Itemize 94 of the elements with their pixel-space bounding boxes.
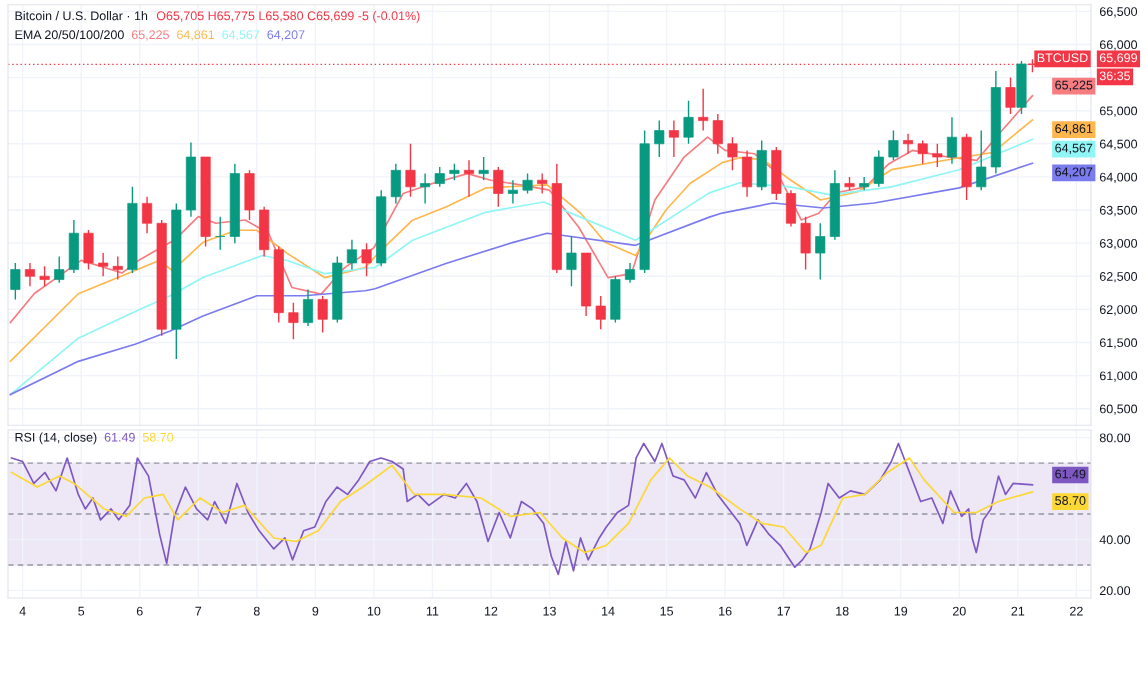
candlestick (303, 288, 314, 327)
annotation: O65,705 H65,775 L65,580 C65,699 -5 (-0.01%) (156, 11, 420, 23)
candlestick (478, 156, 489, 181)
candlestick (98, 252, 109, 277)
candlestick (522, 172, 533, 195)
y-tick-label: 80.00 (1099, 433, 1131, 443)
x-tick-label: 17 (777, 606, 790, 616)
x-tick-label: 22 (1070, 606, 1083, 616)
candlestick (917, 139, 928, 165)
candlestick (859, 176, 870, 191)
candlestick (566, 235, 577, 287)
x-tick-label: 10 (367, 606, 381, 616)
annotation: 64,567 (1055, 143, 1093, 154)
annotation: 64,567 (222, 30, 260, 41)
annotation: 65,225 (1055, 80, 1093, 91)
y-tick-label: 65,000 (1099, 106, 1138, 117)
annotation: 61.49 (1055, 469, 1086, 479)
candlestick (654, 119, 665, 158)
y-tick-label: 63,500 (1099, 205, 1138, 217)
candlestick (698, 88, 709, 132)
x-tick-label: 13 (543, 606, 556, 616)
x-tick-label: 8 (253, 606, 260, 616)
y-tick-label: 60,500 (1099, 404, 1138, 415)
x-tick-label: 11 (426, 606, 439, 616)
candlestick (112, 255, 123, 281)
y-tick-label: 63,000 (1099, 238, 1138, 250)
candlestick (888, 129, 899, 162)
x-tick-label: 19 (894, 606, 908, 616)
y-tick-label: 62,000 (1099, 305, 1138, 316)
y-tick-label: 61,500 (1099, 338, 1138, 349)
annotation: 65,225 (131, 30, 169, 41)
candlestick (507, 179, 518, 205)
ref-line-label: 65,699 (1099, 53, 1137, 64)
y-tick-label: 64,000 (1099, 172, 1138, 184)
text: 36:35 (1099, 71, 1131, 81)
chart-title: Bitcoin / U.S. Dollar · 1h (15, 11, 148, 21)
candlestick (815, 222, 826, 281)
x-tick-label: 14 (602, 606, 615, 616)
x-tick-label: 6 (136, 606, 143, 616)
annotation: 61.49 (104, 432, 135, 442)
annotation: 64,207 (267, 30, 305, 41)
annotation: 64,861 (177, 30, 215, 41)
candlestick (903, 133, 914, 155)
candlestick (946, 116, 957, 165)
x-tick-label: 9 (312, 606, 319, 616)
candlestick (405, 143, 416, 198)
x-tick-label: 20 (952, 606, 966, 616)
candlestick (595, 295, 606, 330)
x-tick-label: 18 (836, 606, 849, 616)
candlestick (24, 262, 36, 287)
x-tick-label: 12 (484, 606, 498, 616)
x-tick-label: 4 (19, 606, 26, 616)
candlestick (10, 262, 21, 301)
annotation: BTCUSD (1037, 53, 1088, 63)
candlestick (932, 143, 943, 168)
candlestick (493, 166, 504, 208)
x-tick-label: 21 (1011, 606, 1025, 616)
candlestick (624, 262, 636, 284)
y-tick-label: 62,500 (1099, 272, 1138, 283)
text: EMA 20/50/100/200 (15, 29, 124, 40)
candlestick (54, 255, 65, 284)
candlestick (346, 239, 357, 271)
candlestick (434, 166, 445, 188)
candlestick (1005, 76, 1016, 115)
candlestick (317, 295, 328, 334)
annotation: 58.70 (1055, 496, 1086, 505)
annotation: 64,207 (1055, 167, 1093, 178)
y-tick-label: 64,500 (1099, 139, 1138, 150)
candlestick (712, 113, 723, 155)
y-tick-label: 66,000 (1099, 40, 1138, 51)
candlestick (361, 242, 372, 277)
annotation: 64,861 (1055, 124, 1093, 135)
x-tick-label: 7 (195, 606, 202, 616)
x-tick-label: 5 (78, 606, 85, 616)
candlestick (727, 136, 738, 171)
candlestick (39, 265, 50, 287)
chart-title: RSI (14, close) (15, 432, 97, 445)
candlestick (420, 172, 431, 205)
candlestick (288, 302, 299, 340)
y-tick-label: 40.00 (1099, 535, 1131, 545)
y-tick-label: 66,500 (1099, 7, 1138, 18)
x-tick-label: 16 (719, 606, 732, 616)
candlestick (463, 159, 475, 198)
candlestick (668, 119, 679, 158)
candlestick (215, 215, 226, 251)
candlestick (683, 100, 694, 145)
candlestick (537, 172, 548, 195)
y-tick-label: 61,000 (1099, 371, 1138, 382)
y-tick-label: 20.00 (1099, 586, 1131, 596)
x-tick-label: 15 (660, 606, 674, 616)
annotation: 58.70 (142, 432, 174, 442)
line-series (10, 457, 1034, 554)
candlestick (976, 129, 987, 191)
candlestick (142, 196, 153, 234)
